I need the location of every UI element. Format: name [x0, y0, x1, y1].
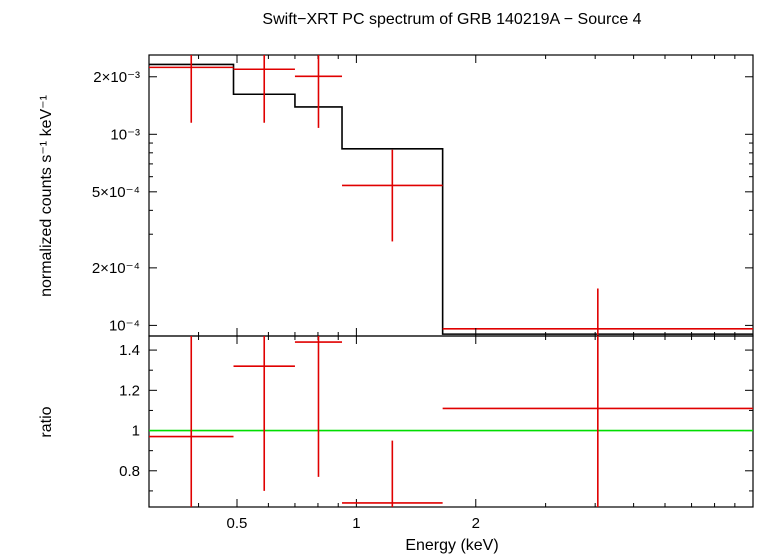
ratio-point: [233, 336, 295, 491]
y-tick-label: 2×10⁻³: [93, 69, 140, 86]
x-tick-label: 2: [472, 515, 480, 532]
ratio-point: [149, 336, 234, 507]
x-axis-label: Energy (keV): [405, 537, 498, 554]
y-tick-label: 10⁻³: [110, 126, 140, 143]
model-step-line: [149, 63, 753, 335]
y-tick-label: 10⁻⁴: [109, 317, 140, 334]
data-point: [442, 288, 753, 336]
ratio-point: [294, 336, 343, 477]
data-point: [233, 55, 295, 123]
y-tick-label: 1.4: [119, 342, 140, 359]
data-point: [149, 55, 234, 123]
ratio-frame: [148, 335, 754, 508]
bottom-y-axis-label: ratio: [38, 406, 55, 437]
ratio-point: [342, 440, 443, 507]
x-tick-label: 0.5: [227, 515, 248, 532]
data-point: [342, 149, 443, 242]
data-point: [294, 55, 343, 128]
top-y-axis-label: normalized counts s⁻¹ keV⁻¹: [38, 95, 55, 297]
y-tick-label: 5×10⁻⁴: [92, 184, 140, 201]
x-tick-label: 1: [352, 515, 360, 532]
chart-title: Swift−XRT PC spectrum of GRB 140219A − S…: [262, 11, 641, 28]
ratio-panel: 0.5 1 2 1.4 1.2 1 0.8: [119, 55, 754, 532]
spectrum-frame: [148, 54, 754, 337]
y-tick-label: 2×10⁻⁴: [92, 260, 140, 277]
y-tick-label: 1: [132, 423, 140, 440]
ratio-point: [442, 336, 753, 507]
y-tick-label: 1.2: [119, 382, 140, 399]
y-tick-label: 0.8: [119, 463, 140, 480]
